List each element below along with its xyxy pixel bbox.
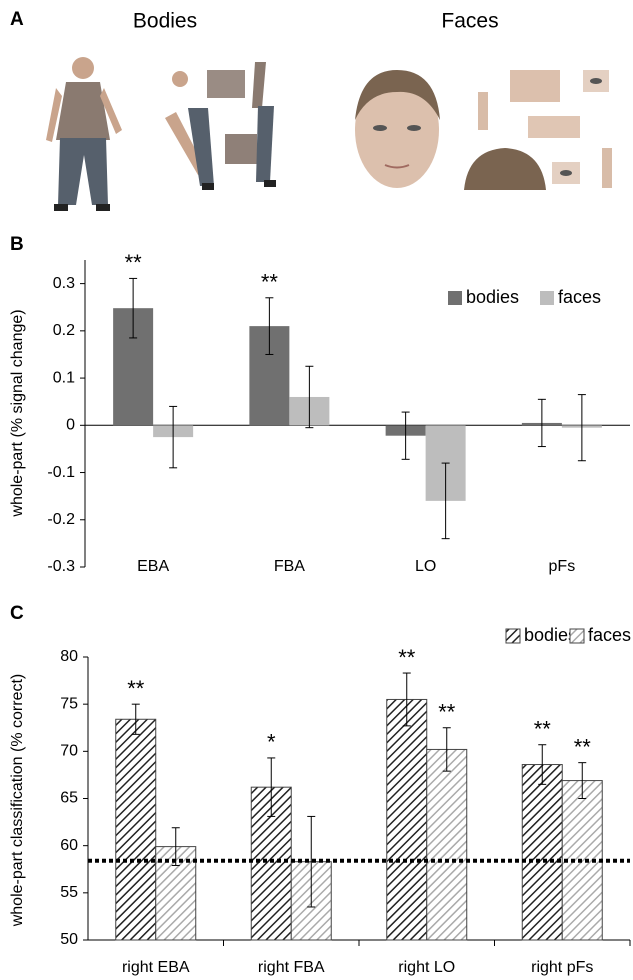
legend-swatch xyxy=(505,628,521,644)
significance-label: ** xyxy=(261,270,279,295)
significance-label: * xyxy=(267,730,276,755)
x-tick-label: EBA xyxy=(137,558,169,575)
x-tick-label: right EBA xyxy=(122,959,190,976)
y-tick-label: 50 xyxy=(60,931,78,948)
legend-label: faces xyxy=(558,287,601,307)
error-bar xyxy=(129,277,138,339)
legend-label: bodies xyxy=(466,287,519,307)
y-tick-label: 0 xyxy=(66,417,75,434)
x-tick-label: right pFs xyxy=(531,959,593,976)
legend-swatch xyxy=(540,291,554,305)
error-bar xyxy=(265,297,274,355)
error-bar xyxy=(538,744,547,785)
body-images xyxy=(46,57,276,211)
panel-label: A xyxy=(10,9,24,30)
x-tick-label: pFs xyxy=(549,558,576,575)
bar xyxy=(426,748,468,941)
significance-label: ** xyxy=(574,734,592,759)
face-images xyxy=(355,70,612,190)
error-bar xyxy=(267,757,276,817)
bar xyxy=(561,780,603,941)
panel-label: C xyxy=(10,603,24,624)
error-bar xyxy=(578,762,587,799)
error-bar xyxy=(402,672,411,727)
x-tick-label: LO xyxy=(415,558,436,575)
y-tick-label: 70 xyxy=(60,743,78,760)
significance-label: ** xyxy=(438,700,456,725)
y-axis-label: whole-part (% signal change) xyxy=(9,309,26,517)
significance-label: ** xyxy=(127,676,145,701)
error-bar xyxy=(305,365,314,429)
error-bar xyxy=(169,405,178,469)
x-tick-label: right FBA xyxy=(258,959,325,976)
y-axis-label: whole-part classification (% correct) xyxy=(9,674,26,928)
y-tick-label: 55 xyxy=(60,884,78,901)
error-bar xyxy=(537,398,546,448)
error-bar xyxy=(577,394,586,462)
x-tick-label: right LO xyxy=(398,959,455,976)
error-bar xyxy=(307,815,316,908)
error-bar xyxy=(442,727,451,772)
y-tick-label: 65 xyxy=(60,790,78,807)
y-tick-label: 0.3 xyxy=(53,275,75,292)
significance-label: ** xyxy=(534,717,552,742)
panel-label: B xyxy=(10,234,24,255)
significance-label: ** xyxy=(125,250,143,275)
panel-title: Faces xyxy=(441,10,498,33)
y-tick-label: 80 xyxy=(60,648,78,665)
y-tick-label: -0.1 xyxy=(47,464,75,481)
legend-label: bodies xyxy=(524,625,577,645)
bar xyxy=(386,698,428,941)
error-bar xyxy=(441,462,450,540)
legend-swatch xyxy=(569,628,585,644)
y-tick-label: 60 xyxy=(60,837,78,854)
y-tick-label: 75 xyxy=(60,695,78,712)
panel-title: Bodies xyxy=(133,10,197,33)
bar xyxy=(521,764,563,941)
x-tick-label: FBA xyxy=(274,558,305,575)
error-bar xyxy=(131,703,140,735)
bar xyxy=(115,718,157,941)
legend-swatch xyxy=(448,291,462,305)
y-tick-label: -0.3 xyxy=(47,558,75,575)
legend-label: faces xyxy=(588,625,631,645)
significance-label: ** xyxy=(398,645,416,670)
y-tick-label: 0.1 xyxy=(53,369,75,386)
y-tick-label: -0.2 xyxy=(47,511,75,528)
error-bar xyxy=(401,411,410,460)
y-tick-label: 0.2 xyxy=(53,322,75,339)
